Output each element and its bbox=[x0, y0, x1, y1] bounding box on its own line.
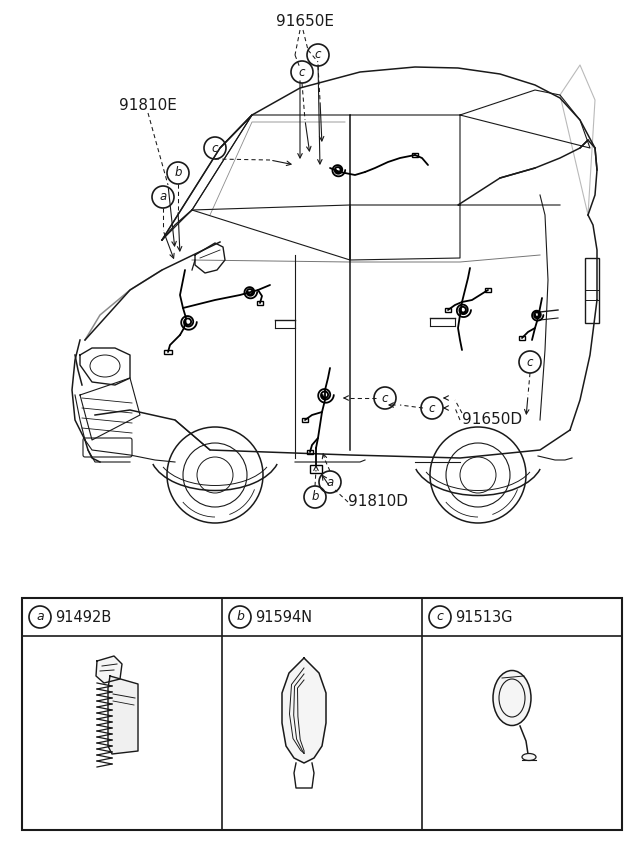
Text: 91810D: 91810D bbox=[348, 494, 408, 510]
Bar bbox=[585, 258, 599, 323]
Bar bbox=[412, 153, 418, 157]
Text: c: c bbox=[382, 392, 388, 404]
Bar bbox=[310, 465, 322, 473]
Text: 91810E: 91810E bbox=[119, 98, 177, 113]
Bar bbox=[302, 418, 308, 422]
Text: a: a bbox=[327, 476, 334, 488]
Bar bbox=[22, 598, 622, 830]
Text: c: c bbox=[212, 142, 218, 154]
Text: b: b bbox=[236, 611, 244, 623]
Ellipse shape bbox=[522, 754, 536, 761]
Bar bbox=[485, 288, 491, 292]
Bar bbox=[445, 308, 451, 312]
Ellipse shape bbox=[493, 671, 531, 726]
Polygon shape bbox=[96, 656, 122, 683]
Bar bbox=[164, 349, 171, 354]
Text: 91492B: 91492B bbox=[55, 610, 111, 624]
Text: c: c bbox=[527, 355, 533, 369]
Text: 91513G: 91513G bbox=[455, 610, 513, 624]
Bar bbox=[519, 336, 525, 340]
Text: c: c bbox=[299, 65, 305, 79]
Text: c: c bbox=[315, 48, 321, 62]
Text: 91650D: 91650D bbox=[462, 412, 522, 427]
Text: b: b bbox=[311, 490, 319, 504]
Bar bbox=[307, 450, 314, 455]
Text: c: c bbox=[437, 611, 444, 623]
Text: 91594N: 91594N bbox=[255, 610, 312, 624]
Text: b: b bbox=[175, 166, 182, 180]
Text: 91650E: 91650E bbox=[276, 14, 334, 30]
Text: a: a bbox=[36, 611, 44, 623]
Text: c: c bbox=[429, 401, 435, 415]
Polygon shape bbox=[282, 658, 326, 763]
Text: a: a bbox=[159, 191, 167, 204]
Bar bbox=[257, 301, 263, 305]
Polygon shape bbox=[108, 676, 138, 754]
